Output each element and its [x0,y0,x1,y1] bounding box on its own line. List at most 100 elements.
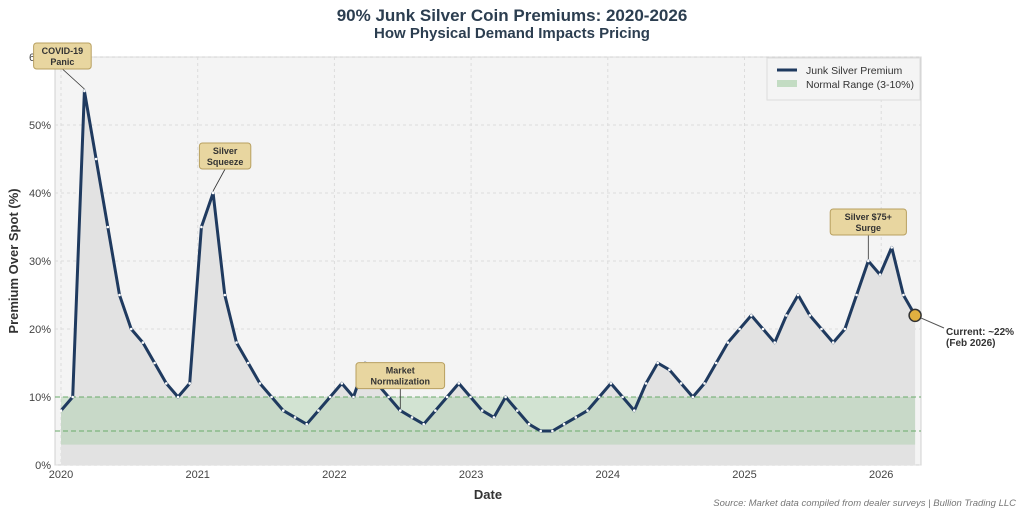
data-point [808,314,812,317]
data-point [703,382,706,385]
data-point [609,382,613,385]
data-point [679,382,683,385]
data-point [855,293,858,297]
data-point [293,416,297,419]
legend-range: Normal Range (3-10%) [806,79,914,91]
data-point [820,327,823,331]
data-point [71,395,74,399]
data-point [785,314,788,317]
legend: Junk Silver Premium Normal Range (3-10%) [766,57,921,101]
current-label: Current: ~22% [946,327,1014,338]
data-point [399,409,402,412]
data-point [516,409,519,412]
data-point [878,273,882,276]
data-point [457,382,461,385]
data-point [504,395,507,399]
chart-title: 90% Junk Silver Coin Premiums: 2020-2026 [337,6,688,25]
data-point [270,395,273,399]
y-tick-label: 10% [29,392,51,404]
data-point [750,314,753,317]
data-point [691,395,695,399]
data-point [796,293,800,297]
y-tick-label: 20% [29,324,51,336]
data-point [890,246,893,249]
data-point [902,293,905,297]
y-axis-label: Premium Over Spot (%) [6,188,21,333]
annotation-text: Panic [50,57,74,67]
annotation-text: COVID-19 [42,46,84,56]
annotation-text: Surge [856,223,882,233]
x-tick-label: 2022 [322,469,346,481]
annotation-text: Market [386,366,415,376]
data-point [539,429,542,433]
data-point [141,341,145,344]
area-fill [61,91,916,465]
y-tick-label: 50% [29,120,51,132]
series-line [59,89,917,433]
data-point [773,341,776,344]
data-point [831,341,835,344]
data-point [668,368,671,372]
annotation-arrow [62,68,85,90]
data-point [246,361,250,365]
y-tick-label: 30% [29,256,51,268]
data-point [714,361,718,365]
data-point [387,395,390,399]
data-point [223,293,227,297]
data-point [352,395,355,399]
data-point [83,89,86,93]
current-label: (Feb 2026) [946,338,995,349]
data-point [305,422,309,426]
data-point [129,327,133,331]
data-point [340,382,344,385]
x-tick-label: 2023 [459,469,483,481]
data-point [328,395,332,399]
data-point [527,422,531,426]
data-point [410,416,414,419]
data-point [422,422,426,426]
data-point [176,395,180,399]
data-point [621,395,624,399]
data-point [867,259,870,263]
current-marker [908,308,922,323]
y-tick-label: 40% [29,188,51,200]
x-tick-label: 2020 [49,469,73,481]
data-point [445,395,449,399]
data-point [843,327,847,331]
data-point [317,409,320,412]
legend-range-swatch [777,80,797,87]
data-point [200,225,203,229]
annotation: Silver $75+Surge [829,208,907,259]
annotation-text: Normalization [371,377,431,387]
data-point [597,395,601,399]
x-axis-label: Date [474,487,502,502]
data-point [258,382,262,385]
source-note: Source: Market data compiled from dealer… [713,498,1016,509]
x-tick-label: 2021 [185,469,209,481]
annotation-box [198,142,252,170]
chart-subtitle: How Physical Demand Impacts Pricing [374,25,650,42]
data-point [492,416,496,419]
data-point [188,382,191,385]
data-point [726,341,730,344]
data-point [153,361,156,365]
annotation-arrow [212,168,226,192]
data-point [562,422,566,426]
data-point [282,409,285,412]
data-point [434,409,437,412]
data-point [59,409,63,412]
data-point [656,361,659,365]
annotation-text: Silver [213,146,238,156]
data-point [761,327,765,331]
annotation-box [829,208,907,236]
data-point [94,157,98,161]
normal-range-band [61,397,916,445]
data-point [586,409,589,412]
data-point [235,341,238,344]
annotation-text: Squeeze [207,157,244,167]
data-point [633,409,636,412]
x-tick-label: 2026 [869,469,893,481]
